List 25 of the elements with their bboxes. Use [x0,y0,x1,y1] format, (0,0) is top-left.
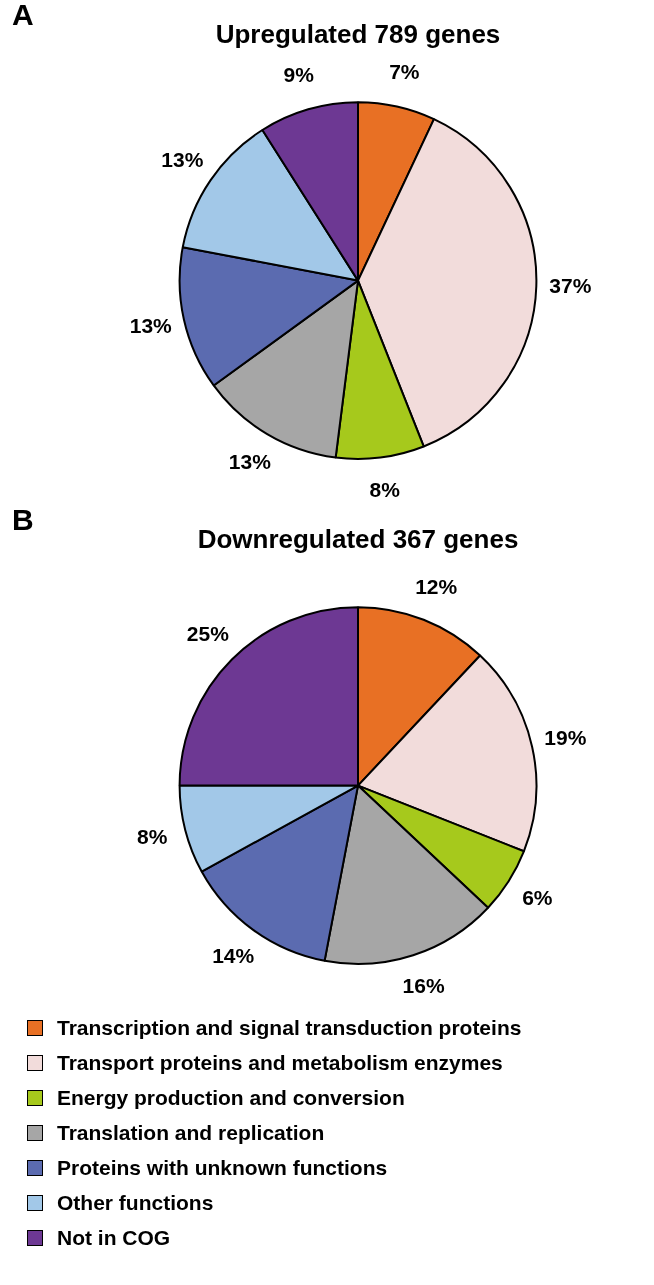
data-label: 13% [228,450,272,474]
legend-label: Translation and replication [57,1120,325,1145]
data-label: 13% [129,313,173,337]
data-label: 12% [415,574,458,598]
chart-title: Upregulated 789 genes [215,18,501,49]
legend-label: Transcription and signal transduction proteins [57,1015,522,1040]
data-label: 8% [137,825,168,849]
legend-label: Other functions [57,1190,214,1215]
data-label: 14% [212,944,255,968]
data-label: 7% [389,60,420,84]
data-label: 19% [544,726,587,750]
data-label: 16% [402,974,445,998]
data-label: 8% [369,478,401,502]
data-label: 25% [186,622,230,646]
data-label: 6% [522,886,553,910]
legend-label: Not in COG [57,1225,171,1250]
data-label: 37% [549,274,592,298]
legend-label: Transport proteins and metabolism enzymes [57,1050,503,1075]
legend-label: Energy production and conversion [57,1085,405,1110]
chart-title: Downregulated 367 genes [197,523,519,554]
data-label: 13% [161,148,204,172]
legend-label: Proteins with unknown functions [57,1155,388,1180]
text: B [12,503,34,537]
data-label: 9% [283,63,315,87]
text: A [12,0,34,32]
